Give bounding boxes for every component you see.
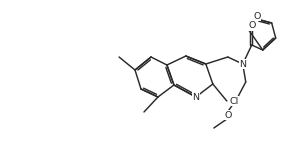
Text: O: O — [248, 21, 255, 30]
Text: O: O — [253, 12, 260, 21]
Text: N: N — [239, 60, 246, 69]
Text: Cl: Cl — [229, 97, 238, 106]
Text: N: N — [192, 93, 199, 101]
Text: O: O — [224, 110, 231, 119]
